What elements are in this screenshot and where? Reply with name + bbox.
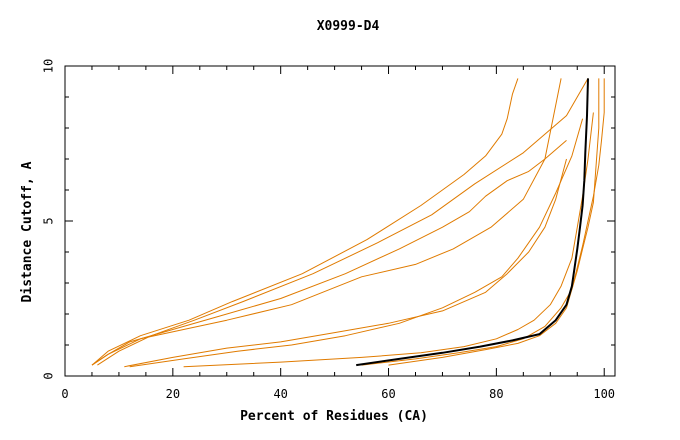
y-axis-ticks: 0 5 10 <box>42 59 615 380</box>
x-tick-label: 80 <box>489 387 503 401</box>
series-line-model-best <box>356 78 589 367</box>
y-tick-label: 5 <box>42 217 56 224</box>
series-line-model-05 <box>124 158 567 368</box>
series-line-model-01 <box>91 78 519 366</box>
series-line-model-04 <box>91 78 562 366</box>
plot-frame <box>64 65 616 377</box>
series-line-model-02 <box>97 78 589 366</box>
y-tick-label: 10 <box>42 59 56 73</box>
chart-title: X0999-D4 <box>317 19 380 34</box>
x-axis-label: Percent of Residues (CA) <box>240 409 428 424</box>
x-tick-label: 100 <box>593 387 615 401</box>
series-line-model-09 <box>388 78 605 366</box>
x-axis-ticks: 0 20 40 60 80 100 <box>61 66 615 401</box>
x-tick-label: 20 <box>166 387 180 401</box>
x-tick-label: 60 <box>381 387 395 401</box>
y-axis-label: Distance Cutoff, A <box>20 161 35 302</box>
y-tick-label: 0 <box>42 372 56 379</box>
series-line-model-07 <box>183 112 594 368</box>
x-tick-label: 40 <box>273 387 287 401</box>
x-tick-label: 0 <box>61 387 68 401</box>
series-line-model-08 <box>361 78 600 366</box>
series-line-model-06 <box>129 118 584 368</box>
plot-lines <box>91 78 605 368</box>
